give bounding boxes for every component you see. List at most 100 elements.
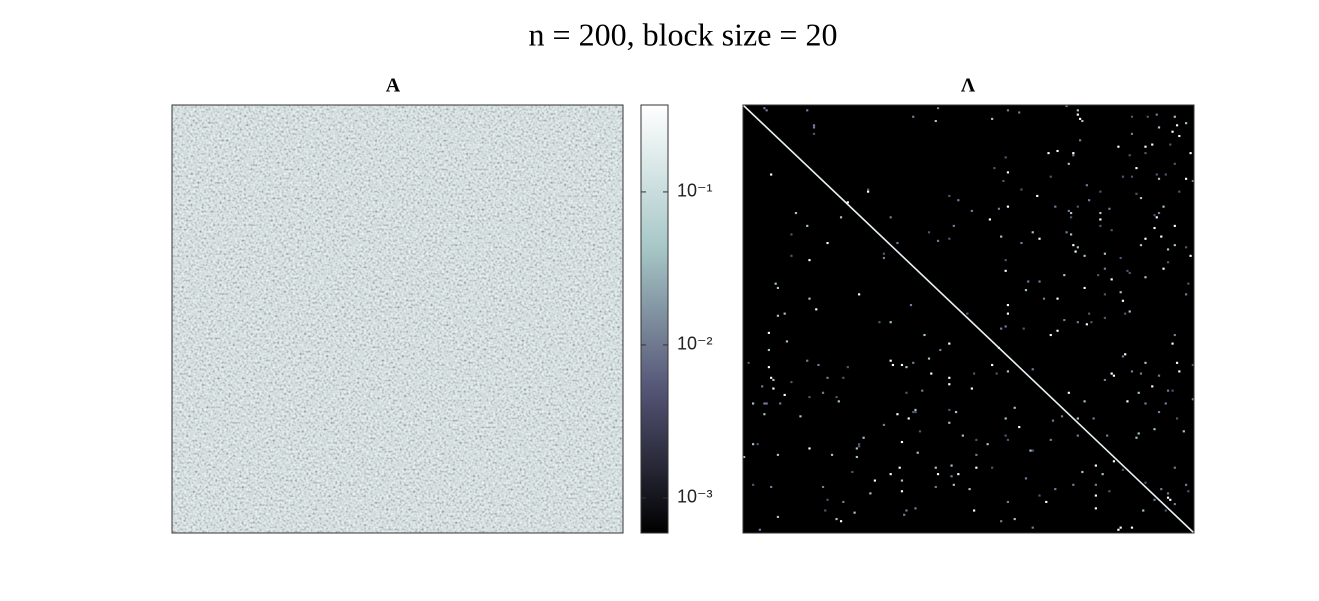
speckle bbox=[1085, 323, 1088, 326]
speckle bbox=[851, 470, 854, 474]
speckle bbox=[815, 308, 818, 311]
speckle bbox=[1072, 244, 1075, 247]
speckle bbox=[1144, 361, 1147, 364]
speckle bbox=[1139, 197, 1143, 200]
speckle bbox=[1063, 319, 1066, 322]
colorbar-tick-label: 10⁻² bbox=[677, 334, 713, 354]
speckle bbox=[1076, 417, 1079, 420]
speckle bbox=[1072, 154, 1075, 157]
speckle bbox=[1069, 216, 1073, 219]
speckle bbox=[817, 363, 820, 367]
speckle bbox=[916, 451, 919, 454]
speckle bbox=[1081, 119, 1084, 123]
speckle bbox=[770, 173, 773, 176]
speckle bbox=[905, 391, 908, 394]
speckle bbox=[914, 411, 917, 414]
speckle bbox=[1103, 293, 1106, 296]
speckle bbox=[1121, 468, 1125, 471]
speckle bbox=[869, 492, 872, 495]
speckle bbox=[1162, 267, 1165, 270]
speckle bbox=[966, 312, 969, 315]
speckle bbox=[806, 109, 809, 112]
speckle bbox=[1097, 274, 1100, 277]
speckle bbox=[991, 363, 994, 367]
speckle bbox=[1175, 124, 1179, 127]
speckle bbox=[1128, 271, 1131, 275]
speckle bbox=[1191, 179, 1194, 182]
speckle bbox=[779, 402, 782, 405]
speckle bbox=[1157, 374, 1161, 377]
speckle bbox=[1121, 299, 1125, 302]
speckle bbox=[1166, 261, 1170, 264]
speckle bbox=[858, 293, 861, 296]
speckle bbox=[1184, 122, 1188, 125]
speckle bbox=[896, 241, 899, 245]
speckle bbox=[790, 233, 793, 236]
speckle bbox=[927, 231, 931, 234]
speckle bbox=[1157, 126, 1161, 129]
speckle bbox=[995, 372, 998, 375]
diagonal bbox=[742, 104, 1195, 534]
speckle bbox=[952, 224, 955, 227]
speckle bbox=[842, 376, 845, 379]
speckle bbox=[948, 194, 951, 197]
colorbar-tick-label: 10⁻³ bbox=[677, 487, 713, 507]
speckle bbox=[1065, 231, 1068, 234]
speckle bbox=[855, 455, 858, 459]
speckle bbox=[785, 340, 789, 343]
speckle bbox=[921, 389, 924, 392]
speckle bbox=[752, 443, 755, 446]
speckle bbox=[1006, 370, 1010, 373]
speckle bbox=[1024, 289, 1028, 292]
speckle bbox=[830, 453, 834, 456]
speckle bbox=[1049, 333, 1052, 337]
speckle bbox=[767, 348, 771, 352]
speckle bbox=[1189, 254, 1192, 257]
speckle bbox=[1004, 434, 1007, 437]
speckle bbox=[1002, 179, 1005, 182]
speckle bbox=[1004, 156, 1007, 159]
speckle bbox=[878, 321, 881, 324]
speckle bbox=[1110, 229, 1113, 232]
speckle bbox=[934, 485, 937, 489]
speckle bbox=[806, 359, 809, 362]
speckle bbox=[1173, 466, 1176, 469]
speckle bbox=[1119, 526, 1122, 529]
speckle bbox=[1047, 152, 1050, 155]
speckle bbox=[776, 515, 780, 518]
speckle bbox=[1099, 224, 1102, 227]
speckle bbox=[1006, 312, 1010, 315]
speckle bbox=[1153, 214, 1156, 217]
speckle bbox=[948, 237, 951, 240]
speckle bbox=[912, 411, 915, 414]
speckle bbox=[1153, 226, 1156, 230]
speckle bbox=[948, 376, 951, 379]
speckle bbox=[889, 216, 892, 219]
speckle bbox=[1106, 434, 1109, 437]
speckle bbox=[835, 518, 838, 521]
speckle bbox=[1164, 509, 1167, 512]
speckle bbox=[936, 473, 940, 476]
speckle bbox=[763, 402, 766, 405]
speckle bbox=[1173, 244, 1176, 247]
speckle bbox=[1160, 488, 1163, 491]
speckle bbox=[1166, 389, 1170, 392]
axes-frame bbox=[742, 104, 1195, 534]
speckle bbox=[776, 453, 780, 456]
speckle bbox=[898, 466, 901, 469]
speckle bbox=[1144, 481, 1147, 484]
speckle bbox=[776, 286, 780, 289]
speckle bbox=[1006, 304, 1010, 307]
speckle bbox=[790, 254, 793, 257]
panel-title: A bbox=[386, 75, 401, 97]
speckle bbox=[858, 443, 861, 446]
speckle bbox=[1130, 370, 1134, 373]
speckle bbox=[1020, 241, 1023, 245]
speckle bbox=[1076, 113, 1079, 116]
speckle bbox=[993, 167, 996, 170]
speckle bbox=[783, 312, 786, 315]
speckle bbox=[1038, 280, 1041, 283]
speckle bbox=[1099, 212, 1102, 215]
speckle bbox=[1121, 175, 1125, 178]
speckle bbox=[986, 443, 989, 446]
